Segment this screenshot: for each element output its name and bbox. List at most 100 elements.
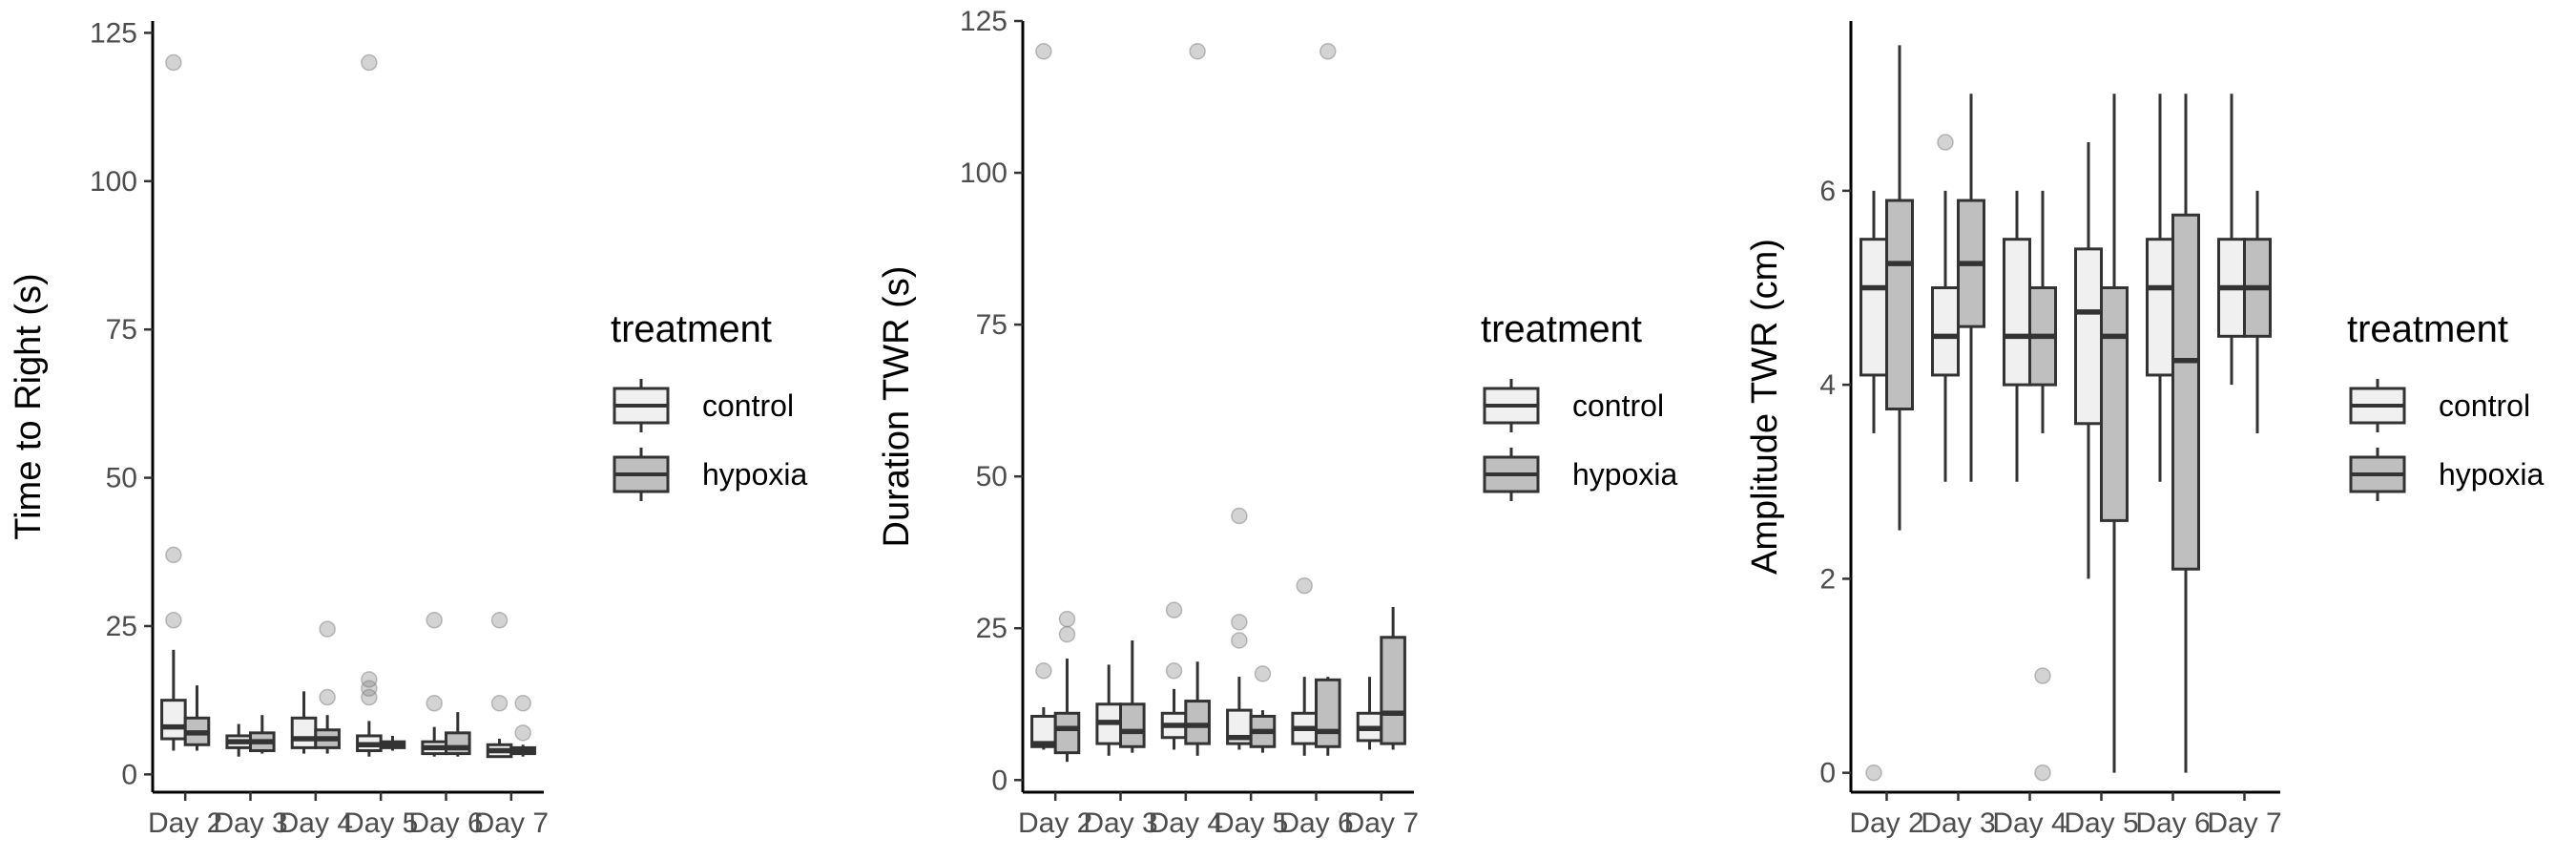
outlier-point — [361, 680, 378, 697]
y-tick-label: 6 — [1819, 176, 1836, 207]
box-body — [1315, 678, 1341, 748]
y-tick-label: 75 — [106, 314, 137, 346]
box-control-5 — [421, 612, 447, 757]
box-hypoxia-5 — [445, 712, 471, 757]
x-tick-label: Day 3 — [1083, 807, 1157, 839]
box-body — [1053, 711, 1081, 755]
legend-key-control — [613, 379, 670, 432]
box-control-2 — [1095, 664, 1123, 756]
box-hypoxia-6 — [1380, 606, 1406, 750]
legend: treatment control hypoxia — [611, 308, 808, 501]
outlier-point — [361, 53, 378, 72]
x-tick-label: Day 6 — [408, 807, 483, 839]
x-tick-label: Day 3 — [1921, 807, 1995, 839]
y-tick-label: 125 — [90, 17, 137, 49]
y-tick-label: 50 — [976, 461, 1008, 492]
box-control-3 — [2003, 190, 2031, 482]
outlier-point — [1231, 632, 1248, 649]
legend-label: control — [2439, 388, 2530, 423]
x-tick-label: Day 7 — [1344, 807, 1419, 839]
box-control-1 — [160, 53, 187, 751]
box-hypoxia-2 — [1957, 94, 1985, 482]
outlier-point — [426, 695, 443, 712]
outlier-point — [514, 695, 531, 712]
legend-key-hypoxia — [2349, 448, 2406, 501]
outlier-point — [361, 688, 378, 706]
legend-key-hypoxia — [1483, 448, 1540, 501]
box-control-2 — [225, 723, 252, 757]
box-body — [2100, 285, 2129, 522]
box-body — [1885, 199, 1914, 411]
x-tick-label: Day 5 — [1214, 807, 1288, 839]
x-tick-label: Day 7 — [2207, 807, 2281, 839]
legend-title: treatment — [1481, 308, 1642, 350]
y-tick-label: 4 — [1819, 369, 1836, 401]
outlier-point — [165, 53, 182, 72]
outlier-point — [1937, 134, 1954, 151]
outlier-point — [319, 688, 336, 706]
outlier-point — [2034, 764, 2051, 782]
outlier-point — [1865, 764, 1882, 782]
box-control-3 — [290, 691, 318, 754]
y-tick-label: 0 — [121, 759, 137, 790]
box-body — [2074, 247, 2103, 426]
x-tick-label: Day 7 — [474, 807, 549, 839]
legend: treatment control hypoxia — [2347, 308, 2545, 501]
box-body — [2171, 213, 2200, 571]
outlier-point — [1058, 625, 1076, 643]
box-hypoxia-2 — [249, 715, 276, 754]
outlier-point — [165, 546, 182, 564]
x-tick-label: Day 4 — [279, 807, 353, 839]
legend-label: hypoxia — [1572, 457, 1678, 492]
box-body — [290, 716, 318, 749]
outlier-point — [1319, 43, 1337, 60]
box-body — [1931, 285, 1960, 377]
box-control-4 — [2074, 142, 2103, 579]
legend: treatment control hypoxia — [1481, 308, 1678, 501]
legend-label: hypoxia — [702, 457, 808, 492]
y-tick-label: 50 — [106, 463, 137, 494]
outlier-point — [1254, 665, 1272, 682]
box-hypoxia-6 — [2243, 190, 2272, 433]
x-tick-label: Day 3 — [213, 807, 287, 839]
box-body — [2146, 238, 2174, 377]
y-tick-label: 0 — [1819, 758, 1836, 789]
box-hypoxia-4 — [1249, 665, 1277, 753]
y-tick-label: 100 — [90, 166, 137, 198]
legend-label: control — [1572, 388, 1664, 423]
box-control-6 — [486, 612, 513, 759]
y-tick-label: 75 — [976, 309, 1008, 341]
y-axis-title: Time to Right (s) — [9, 273, 49, 539]
x-tick-label: Day 6 — [1278, 807, 1353, 839]
y-axis-title: Amplitude TWR (cm) — [1745, 239, 1785, 575]
y-tick-label: 100 — [960, 157, 1008, 189]
box-hypoxia-4 — [2100, 94, 2129, 773]
box-hypoxia-1 — [183, 685, 211, 751]
box-hypoxia-1 — [1885, 45, 1914, 531]
outlier-point — [490, 695, 509, 712]
y-tick-label: 2 — [1819, 563, 1836, 595]
legend-title: treatment — [2347, 308, 2508, 350]
outlier-point — [1189, 43, 1206, 60]
legend-key-control — [1483, 379, 1540, 432]
x-tick-label: Day 4 — [1992, 807, 2067, 839]
x-tick-label: Day 4 — [1149, 807, 1223, 839]
box-control-2 — [1931, 134, 1960, 482]
y-tick-label: 25 — [976, 613, 1008, 644]
y-tick-label: 125 — [960, 6, 1008, 37]
outlier-point — [1231, 614, 1248, 631]
outlier-point — [1035, 43, 1052, 60]
box-control-5 — [1291, 576, 1319, 756]
box-body — [445, 731, 471, 756]
box-hypoxia-5 — [2171, 94, 2200, 773]
x-tick-label: Day 2 — [148, 807, 222, 839]
x-tick-label: Day 5 — [343, 807, 418, 839]
box-control-1 — [1859, 190, 1888, 782]
x-tick-label: Day 2 — [1018, 807, 1092, 839]
y-tick-label: 25 — [106, 611, 137, 642]
box-body — [1380, 636, 1406, 745]
outlier-point — [1035, 662, 1052, 680]
